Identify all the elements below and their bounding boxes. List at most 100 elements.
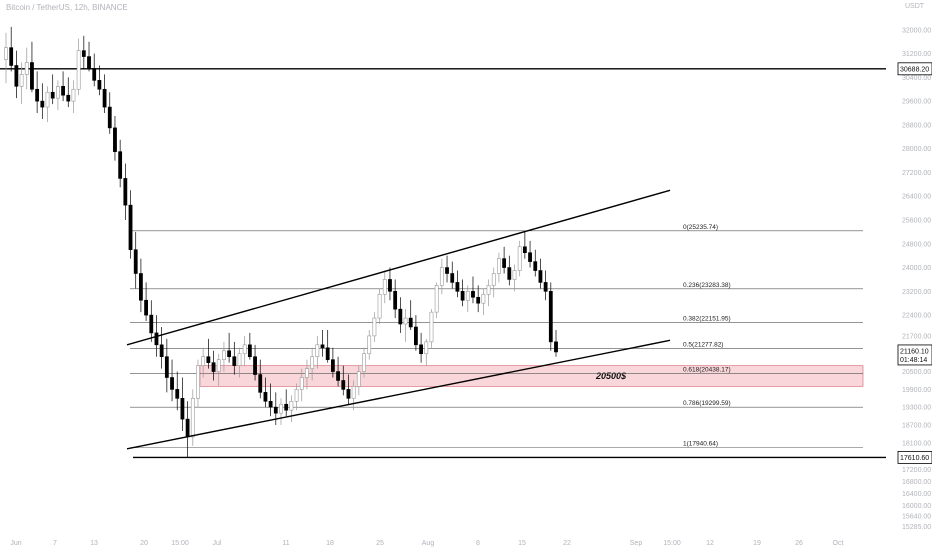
candle-body (175, 389, 180, 399)
candle (408, 300, 413, 330)
candle (190, 389, 195, 446)
candle-body (268, 400, 273, 408)
key-level-label: 30688.20 (900, 66, 929, 73)
candle-body (190, 398, 195, 438)
candle (159, 326, 164, 369)
candle-body (310, 356, 315, 369)
candle-body (471, 291, 475, 298)
candle-body (476, 296, 481, 304)
candle (320, 329, 325, 357)
candle-body (128, 204, 133, 251)
candle (113, 116, 117, 161)
candle (548, 282, 553, 351)
candle-body (139, 273, 143, 301)
candle (502, 246, 507, 274)
candle (305, 359, 309, 390)
candle-body (455, 282, 460, 292)
candle-body (247, 344, 252, 358)
candle-body (273, 406, 278, 414)
candle (367, 329, 372, 360)
candle (237, 347, 242, 378)
candle-body (408, 317, 413, 328)
candle-body (242, 344, 247, 355)
candle-body (336, 371, 340, 381)
candle-body (465, 291, 470, 301)
candle (388, 267, 392, 301)
price-tick: 15285.00 (902, 524, 931, 531)
candle (497, 252, 501, 283)
candle (315, 335, 320, 369)
candle-body (450, 273, 455, 283)
candle (476, 285, 481, 313)
candle (491, 267, 496, 298)
candle (325, 329, 330, 363)
candle-body (118, 151, 123, 179)
candle (310, 347, 315, 381)
candle-body (206, 356, 211, 363)
candle-body (346, 389, 351, 399)
price-tick: 23200.00 (902, 289, 931, 296)
candle-body (180, 398, 185, 420)
candle-body (367, 335, 372, 355)
candle-body (388, 279, 392, 292)
candle-body (19, 74, 24, 87)
candle-body (491, 273, 496, 286)
candle-body (81, 50, 86, 57)
candle-body (149, 314, 154, 334)
candle-body (263, 392, 268, 402)
candle (61, 71, 65, 102)
candle-body (35, 88, 40, 102)
candle-body (445, 267, 449, 274)
fib-label-0: 0(25235.74) (683, 224, 718, 231)
time-tick: 15:00 (171, 540, 189, 547)
candle-body (253, 356, 257, 375)
candle (455, 270, 460, 298)
candle (263, 377, 268, 408)
candle (471, 276, 475, 304)
candle-body (538, 270, 543, 283)
candle-body (507, 267, 512, 280)
candle (14, 50, 19, 99)
candle-body (419, 344, 423, 355)
candle-body (237, 353, 242, 366)
candle-body (362, 353, 366, 372)
candle (40, 83, 45, 119)
candle-body (50, 91, 55, 99)
candle-body (258, 374, 263, 393)
candle-body (185, 418, 190, 438)
candle (170, 359, 174, 402)
candle-body (71, 88, 76, 102)
candle (533, 249, 538, 277)
candle-body (548, 291, 553, 343)
candle-body (320, 344, 325, 349)
candle-body (87, 56, 91, 69)
symbol-title: Bitcoin / TetherUS, 12h, BINANCE (6, 3, 128, 12)
time-tick: 18 (326, 540, 334, 547)
price-tick: 28800.00 (902, 122, 931, 129)
price-tick: 27200.00 (902, 170, 931, 177)
price-tick: 18700.00 (902, 423, 931, 430)
channel-upper-line (126, 189, 671, 346)
candle (372, 312, 377, 342)
candle-body (434, 285, 439, 313)
price-tick: 16000.00 (902, 503, 931, 510)
candle (55, 80, 60, 111)
candle-body (97, 80, 102, 90)
price-tick: 16800.00 (902, 479, 931, 486)
candle (87, 41, 91, 72)
candle-body (356, 371, 361, 387)
candle-body (439, 267, 444, 286)
candle (330, 347, 335, 378)
candle (429, 309, 434, 348)
candle-body (66, 94, 71, 102)
candle-body (279, 403, 283, 414)
candle-body (284, 403, 289, 411)
price-tick: 31200.00 (902, 51, 931, 58)
candle (206, 338, 211, 369)
candle (522, 231, 527, 259)
candle (123, 163, 128, 221)
candle (222, 341, 226, 372)
candle (92, 53, 97, 87)
candle (538, 258, 543, 289)
